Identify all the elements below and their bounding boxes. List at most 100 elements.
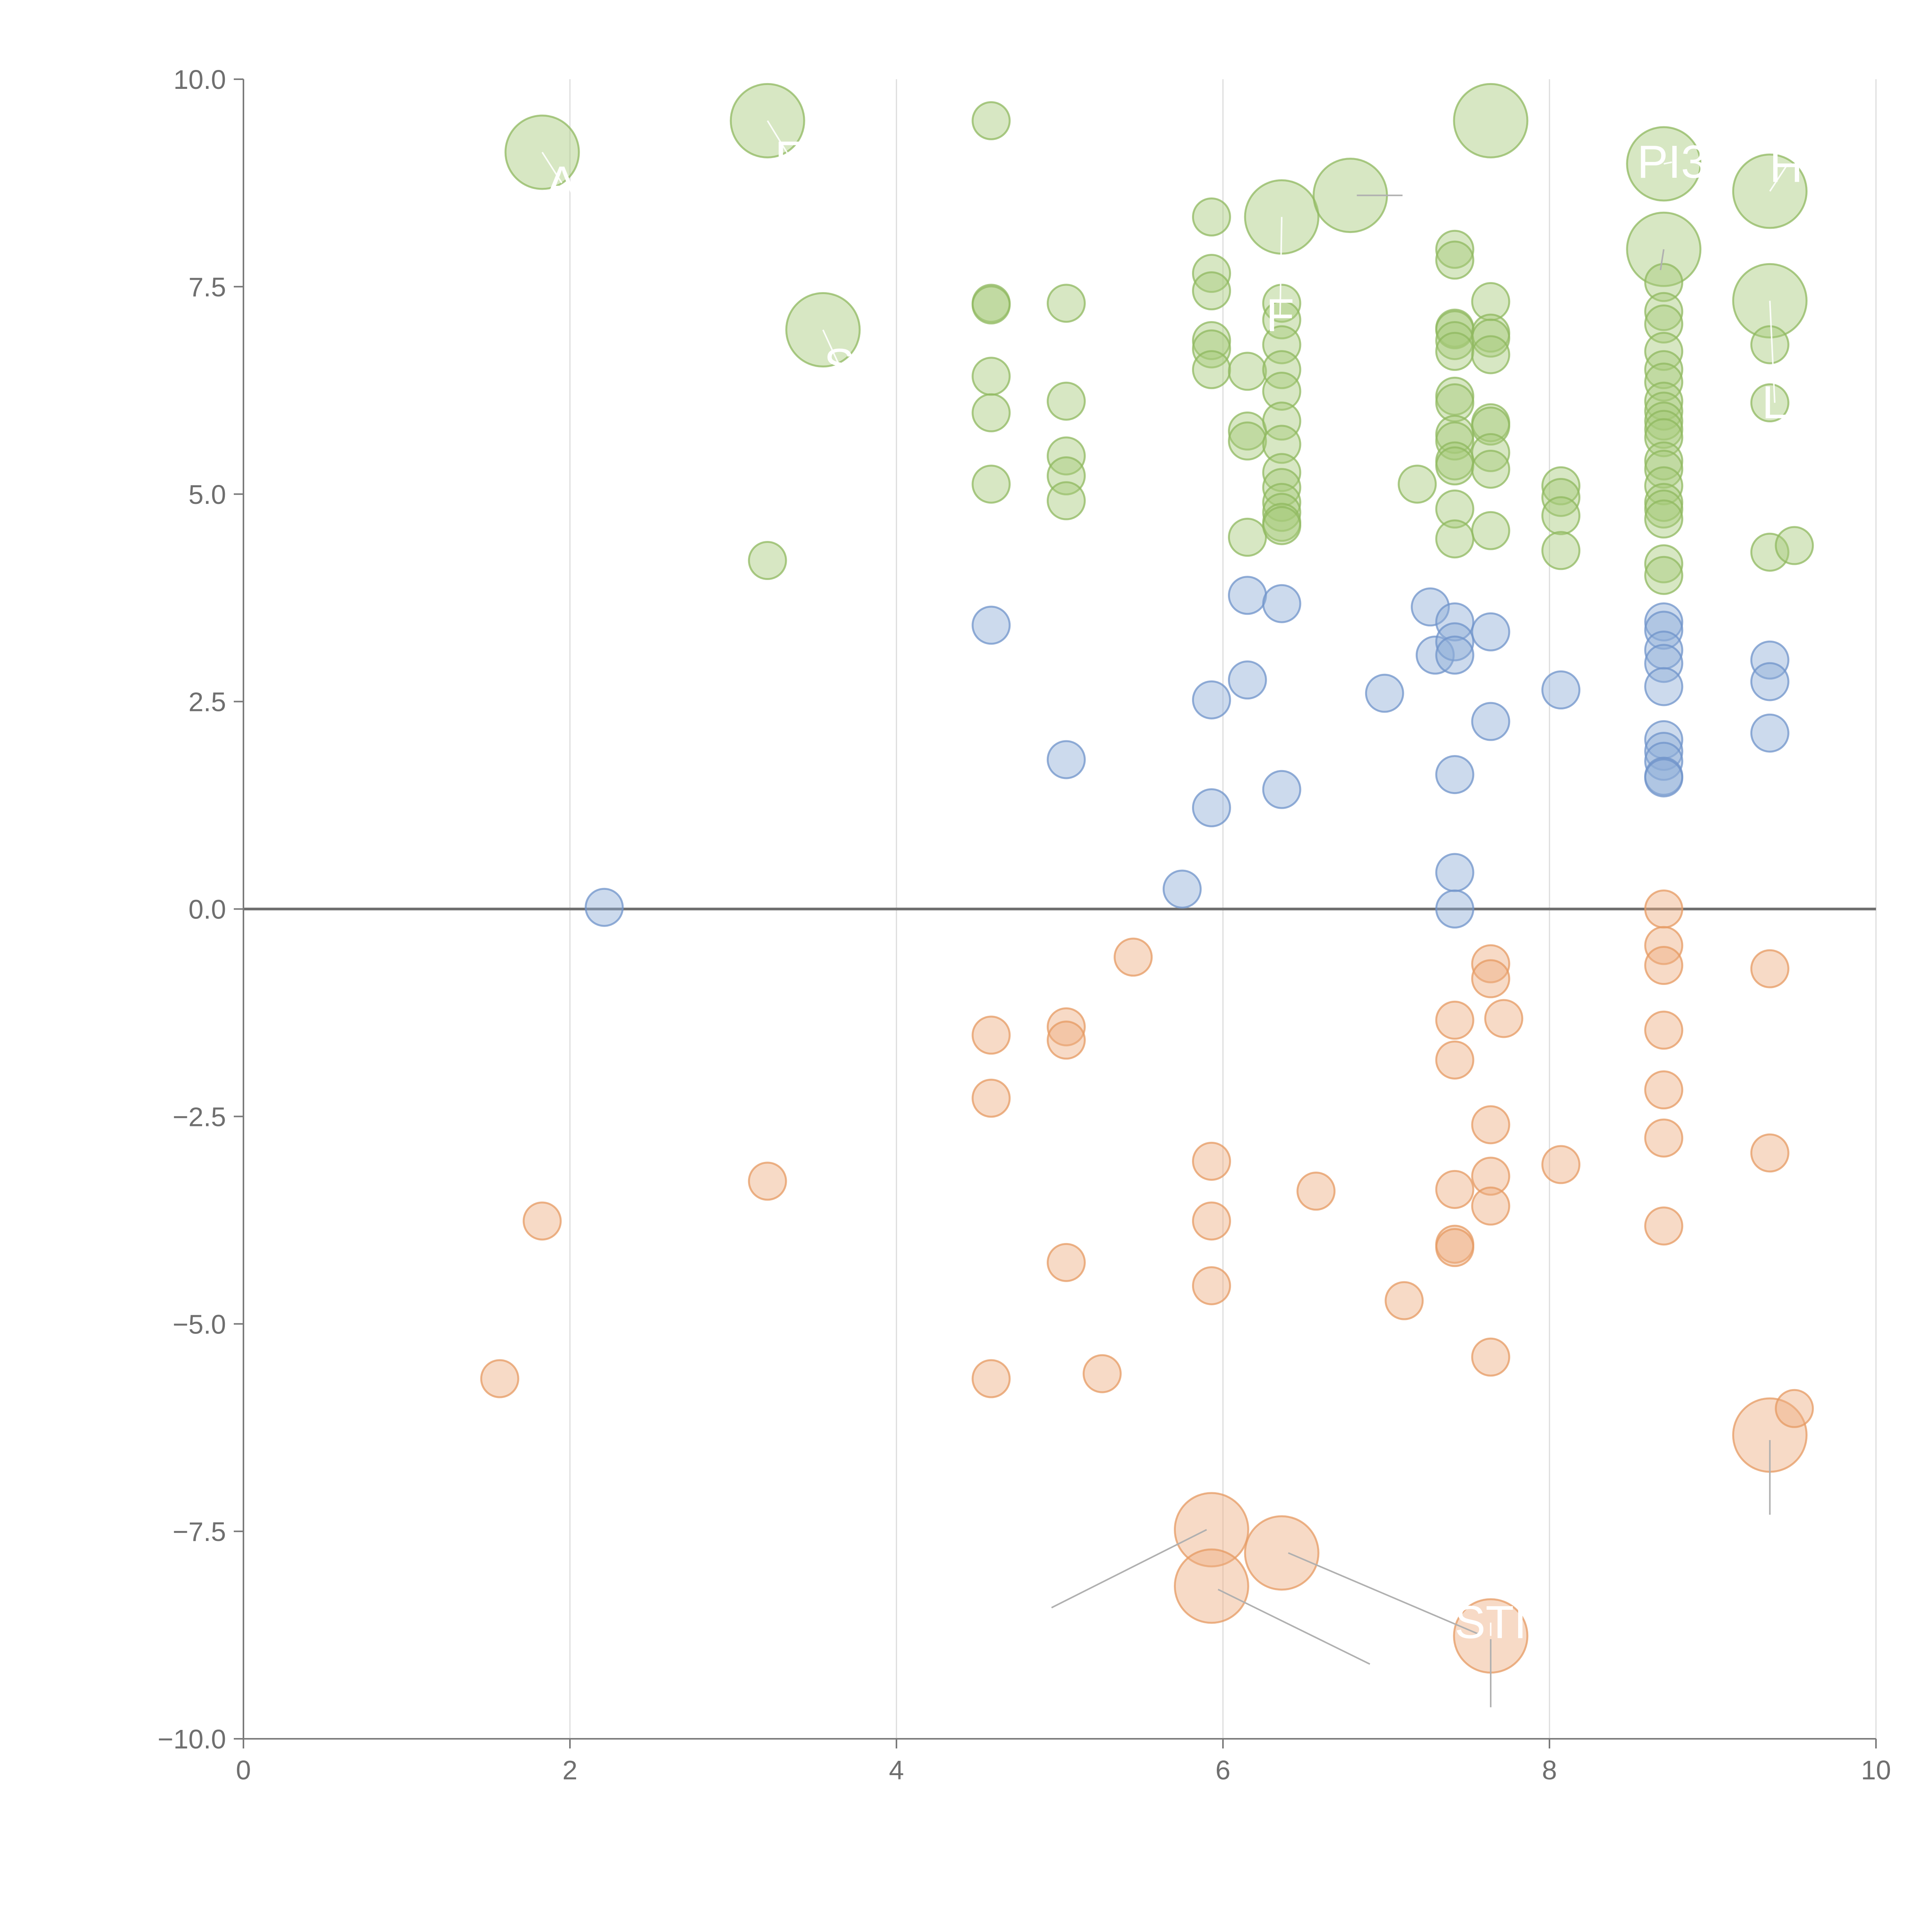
orange-point	[1244, 1515, 1320, 1591]
orange-point	[1435, 1000, 1475, 1040]
annotation-connector	[1663, 161, 1672, 165]
blue-point	[1192, 680, 1231, 719]
blue-point	[1365, 673, 1404, 713]
y-tick-label: −10.0	[158, 1724, 226, 1754]
orange-point	[1644, 946, 1684, 985]
orange-point	[1435, 1170, 1475, 1209]
y-tick-label: 5.0	[189, 480, 226, 510]
green-point	[1192, 350, 1231, 389]
green-point	[1262, 350, 1301, 389]
x-tick-label: 0	[236, 1755, 251, 1785]
green-point	[1644, 418, 1684, 457]
green-point	[1644, 263, 1684, 302]
orange-point	[1644, 1070, 1684, 1110]
green-point	[1644, 489, 1684, 529]
green-point	[1471, 511, 1510, 550]
green-point	[1644, 292, 1684, 331]
green-point	[1192, 271, 1231, 311]
green-point	[1471, 318, 1510, 358]
green-point	[1398, 464, 1437, 504]
green-point	[1435, 230, 1475, 269]
blue-point	[1046, 740, 1086, 779]
green-point	[1435, 332, 1475, 371]
orange-point	[1192, 1141, 1231, 1181]
x-tick-label: 2	[563, 1755, 578, 1785]
green-point	[1262, 371, 1301, 411]
blue-point	[1228, 576, 1267, 615]
green-point	[1228, 352, 1267, 391]
blue-point	[1471, 612, 1510, 651]
green-point	[1644, 499, 1684, 539]
orange-point	[1082, 1354, 1122, 1393]
green-point	[1046, 436, 1086, 476]
x-tick-label: 10	[1861, 1755, 1891, 1785]
orange-point	[971, 1359, 1011, 1398]
orange-point	[1435, 1228, 1475, 1267]
green-point	[1775, 526, 1814, 565]
orange-point	[1192, 1266, 1231, 1305]
orange-point	[1173, 1492, 1249, 1568]
orange-point	[1384, 1281, 1424, 1320]
orange-point	[1471, 944, 1510, 983]
blue-point	[1750, 640, 1789, 680]
annotation-label: L	[1762, 377, 1788, 429]
x-tick-label: 6	[1216, 1755, 1231, 1785]
blue-point	[1415, 635, 1455, 675]
orange-point	[1192, 1201, 1231, 1241]
blue-point	[1162, 869, 1202, 909]
green-point	[1046, 284, 1086, 323]
green-point	[1046, 481, 1086, 520]
y-tick-label: 7.5	[189, 272, 226, 302]
orange-point	[1471, 1105, 1510, 1145]
green-point	[1644, 410, 1684, 449]
orange-point	[748, 1162, 787, 1201]
y-tick-label: 2.5	[189, 687, 226, 717]
leader-line	[1218, 1588, 1371, 1665]
orange-point	[1173, 1548, 1249, 1624]
x-tick-label: 4	[889, 1755, 904, 1785]
leader-line	[1051, 1529, 1207, 1609]
annotation-connector	[767, 120, 791, 159]
orange-point	[1471, 1156, 1510, 1196]
blue-point	[1435, 755, 1475, 794]
blue-point	[1262, 584, 1301, 623]
green-point	[1471, 406, 1510, 446]
green-point	[1262, 493, 1301, 532]
green-point	[1228, 517, 1267, 557]
green-point	[1750, 325, 1789, 364]
blue-point	[1644, 667, 1684, 706]
green-point	[1262, 506, 1301, 545]
annotation-label: F	[1266, 289, 1294, 341]
green-point	[971, 285, 1011, 325]
annotation-label: S	[824, 339, 855, 391]
green-point	[1471, 335, 1510, 374]
orange-point	[1046, 1020, 1086, 1060]
orange-point	[1775, 1389, 1814, 1428]
orange-point	[1750, 1133, 1789, 1173]
blue-point	[1228, 660, 1267, 700]
green-point	[1750, 383, 1789, 423]
orange-point	[1644, 889, 1684, 929]
orange-point	[1471, 1186, 1510, 1226]
y-tick-label: −7.5	[173, 1517, 226, 1547]
blue-point	[1644, 602, 1684, 641]
green-point	[1262, 483, 1301, 522]
blue-point	[1644, 742, 1684, 781]
green-point	[1435, 446, 1475, 486]
orange-point	[522, 1201, 562, 1241]
green-point	[1644, 401, 1684, 441]
x-tick-label: 8	[1542, 1755, 1557, 1785]
blue-point	[1644, 644, 1684, 683]
green-point	[1471, 433, 1510, 472]
blue-point	[1435, 889, 1475, 929]
green-point	[1541, 531, 1581, 570]
blue-point	[1435, 602, 1475, 641]
blue-point	[971, 605, 1011, 645]
green-point	[971, 357, 1011, 396]
annotation-connector	[1279, 217, 1283, 316]
green-point	[1541, 496, 1581, 536]
green-point	[1228, 421, 1267, 461]
y-tick-label: 10.0	[173, 65, 226, 95]
